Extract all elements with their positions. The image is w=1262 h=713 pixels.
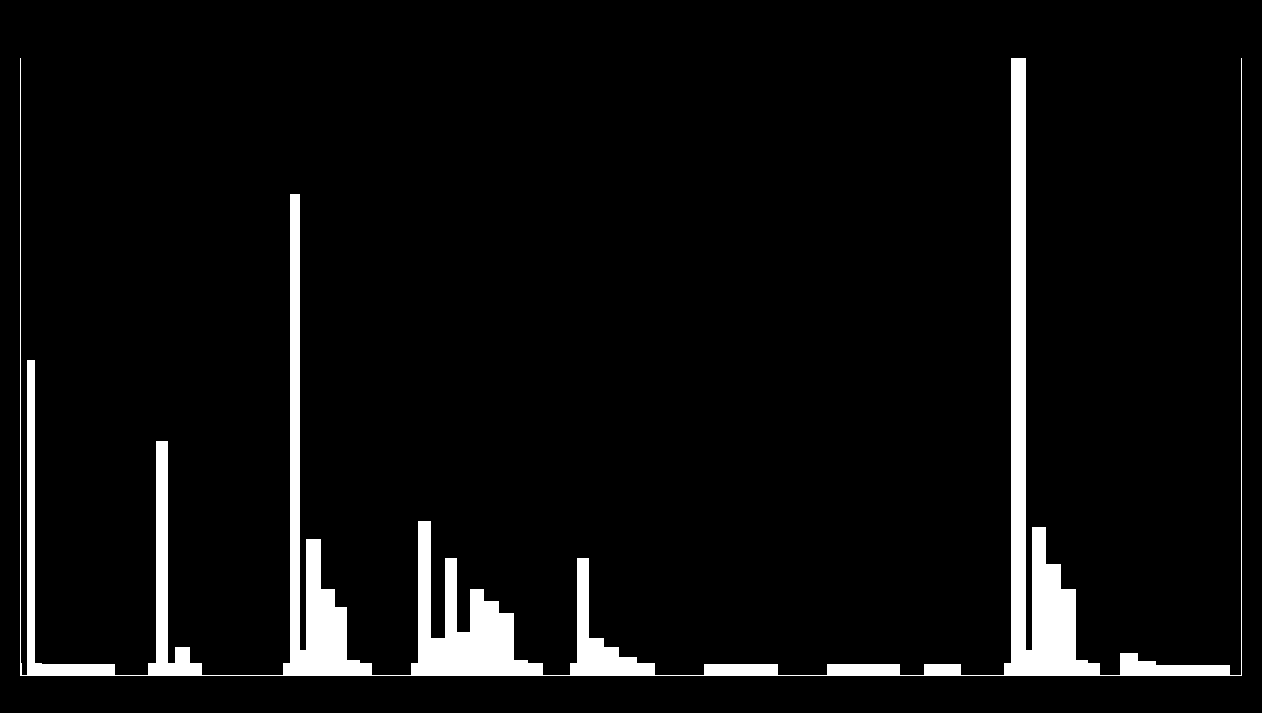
chart-bar (190, 663, 202, 675)
bar-chart (20, 58, 1242, 676)
chart-bar (457, 632, 469, 675)
chart-bar (175, 647, 190, 675)
chart-bar (148, 663, 155, 675)
chart-bar (1032, 527, 1047, 675)
chart-bar (431, 638, 446, 675)
axis-right (1241, 58, 1242, 676)
chart-bar (418, 521, 430, 675)
chart-bar (27, 360, 34, 675)
chart-bar (1076, 660, 1088, 675)
chart-bar (924, 664, 961, 675)
chart-bar (290, 194, 300, 675)
axis-bottom (20, 675, 1242, 676)
chart-bar (577, 558, 589, 675)
chart-bar (589, 638, 604, 675)
chart-bar (528, 663, 543, 675)
chart-bar (35, 663, 42, 675)
chart-bar (484, 601, 499, 675)
chart-bar (827, 664, 900, 675)
chart-bar (445, 558, 457, 675)
chart-bar (21, 663, 22, 675)
chart-bar (704, 664, 777, 675)
chart-bar (1061, 589, 1076, 675)
chart-bar (156, 441, 168, 675)
chart-bar (283, 663, 290, 675)
chart-bar (637, 663, 655, 675)
chart-bar (1011, 58, 1026, 675)
chart-bar (321, 589, 336, 675)
chart-bar (470, 589, 485, 675)
chart-bar (1138, 661, 1156, 675)
chart-bar (306, 539, 321, 675)
chart-bar (42, 664, 115, 675)
chart-bar (347, 660, 359, 675)
chart-bar (1004, 663, 1011, 675)
chart-bar (168, 663, 175, 675)
chart-bar (411, 663, 418, 675)
chart-bar (499, 613, 514, 675)
chart-bar (1088, 663, 1100, 675)
chart-bar (360, 663, 372, 675)
axis-left (20, 58, 21, 676)
chart-bar (570, 663, 577, 675)
chart-bar (619, 657, 637, 676)
chart-bar (604, 647, 619, 675)
chart-bar (1120, 653, 1138, 675)
chart-bar (1046, 564, 1061, 675)
chart-bar (514, 660, 529, 675)
chart-bar (335, 607, 347, 675)
chart-bar (1156, 665, 1229, 675)
